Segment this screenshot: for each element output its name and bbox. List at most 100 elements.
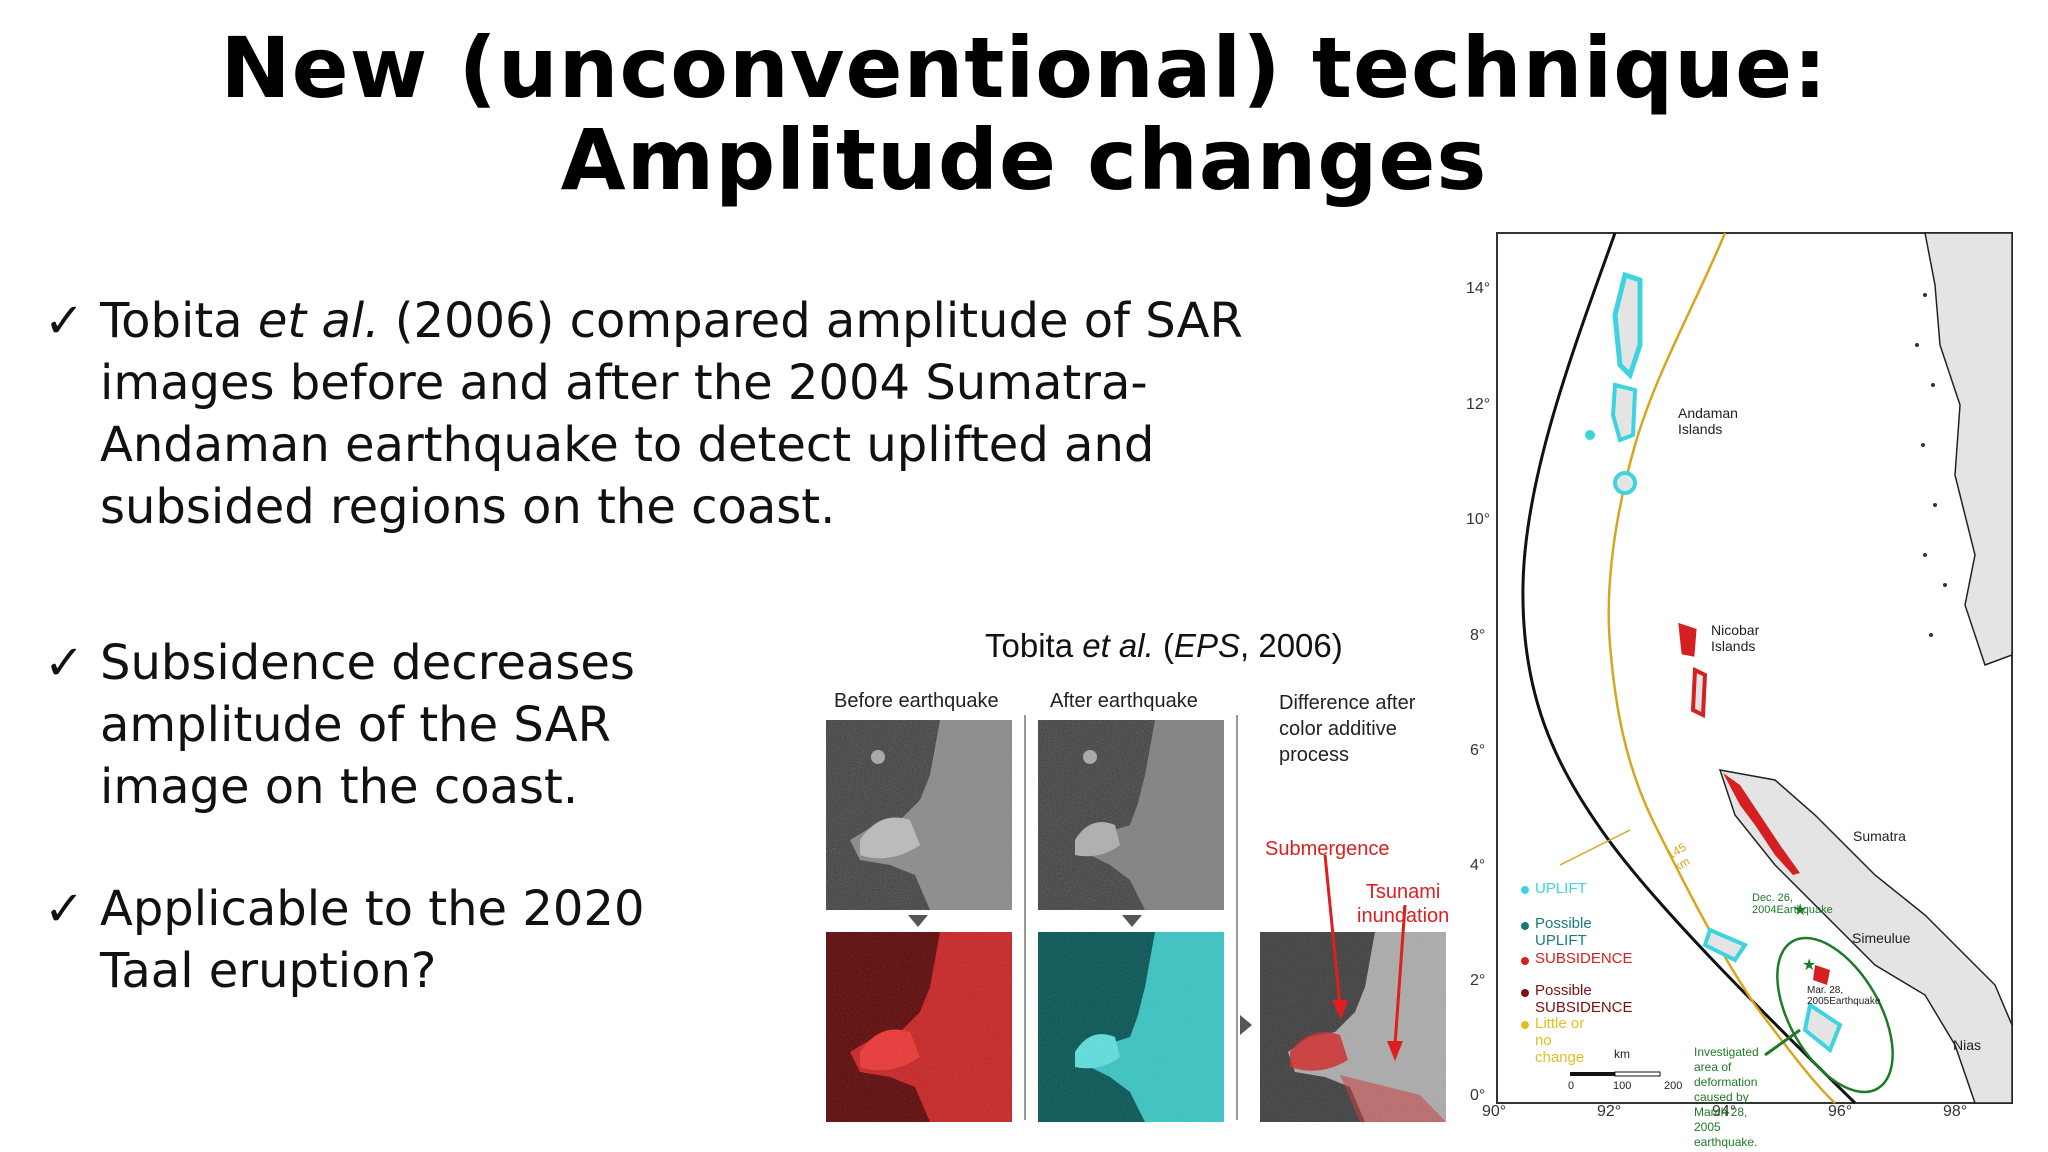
eq-2005-label: Mar. 28, 2005Earthquake <box>1807 985 1881 1007</box>
banyak-islands <box>1813 965 1830 985</box>
scale-tick: 0 <box>1568 1080 1575 1092</box>
label-line: process <box>1279 744 1350 766</box>
checkmark-icon: ✓ <box>44 881 85 937</box>
legend-uplift: UPLIFT <box>1535 880 1587 897</box>
slide-title: New (unconventional) technique: Amplitud… <box>0 22 2048 206</box>
lon-label: 92° <box>1597 1103 1622 1120</box>
eq-2004-label: Dec. 26, 2004Earthquake <box>1752 892 1833 916</box>
star-icon: ★ <box>1793 900 1807 919</box>
andaman-islands <box>1585 271 1643 495</box>
nias-island <box>1802 1001 1843 1054</box>
text-span: (2006) compared amplitude of SAR <box>379 293 1243 349</box>
bullet-subsidence: ✓ Subsidence decreases amplitude of the … <box>44 632 744 822</box>
label-line: Tsunami <box>1365 881 1441 903</box>
bullet-line: image on the coast. <box>100 759 579 815</box>
lat-label: 4° <box>1470 857 1486 874</box>
bullet-line: Subsidence decreases <box>100 635 635 691</box>
investigated-ellipse <box>1776 936 1894 1094</box>
text-span: , 2006) <box>1240 627 1343 664</box>
mainland-shape <box>1924 232 2013 666</box>
lon-label: 96° <box>1828 1103 1853 1120</box>
bullet-text: Applicable to the 2020 Taal eruption? <box>100 878 644 1002</box>
arrow-head-icon <box>1387 1041 1403 1061</box>
tsunami-label: Tsunami inundation <box>1357 880 1449 928</box>
bullet-line: Taal eruption? <box>100 943 437 999</box>
label-line: inundation <box>1357 905 1450 927</box>
nicobar-islands <box>1678 622 1708 719</box>
front-line <box>1607 232 1836 1104</box>
lat-label: 2° <box>1470 972 1486 989</box>
legend-no-change: Little or no change <box>1535 1015 1585 1066</box>
bullet-line: Applicable to the 2020 <box>100 881 645 937</box>
title-line-2: Amplitude changes <box>560 111 1488 209</box>
bullet-line: Tobita et al. (2006) compared amplitude … <box>100 290 1243 352</box>
sar-before-red <box>826 932 1012 1122</box>
legend-subsidence: SUBSIDENCE <box>1535 950 1633 967</box>
lat-label: 8° <box>1470 627 1486 644</box>
place-label: Andaman Islands <box>1678 405 1738 437</box>
lon-label: 90° <box>1482 1103 1507 1120</box>
note-line: deformation caused by <box>1694 1075 1758 1104</box>
bullet-text: Tobita et al. (2006) compared amplitude … <box>100 290 1243 538</box>
arrow-down-icon <box>908 915 928 927</box>
italic-text: EPS <box>1173 627 1240 664</box>
scale-tick: 100 <box>1613 1080 1632 1092</box>
star-icon: ★ <box>1802 955 1816 974</box>
submergence-label: Submergence <box>1265 838 1390 860</box>
bullet-line: Andaman earthquake to detect uplifted an… <box>100 417 1155 473</box>
lon-label: 98° <box>1943 1103 1968 1120</box>
label-line: Difference after <box>1279 692 1416 714</box>
sar-figure <box>826 715 1446 1122</box>
simeulue-island <box>1702 927 1748 963</box>
place-label: Nicobar Islands <box>1711 622 1760 654</box>
label-after: After earthquake <box>1050 690 1198 712</box>
subsidence-coast <box>1723 773 1800 875</box>
sar-after-gray <box>1038 720 1224 910</box>
lat-label: 10° <box>1466 511 1491 528</box>
note-line: Investigated area of <box>1694 1045 1759 1074</box>
arrow-right-icon <box>1240 1015 1252 1035</box>
place-label: Simeulue <box>1852 930 1911 946</box>
legend-possible-uplift: Possible UPLIFT <box>1535 915 1592 949</box>
label-before: Before earthquake <box>834 690 999 712</box>
text-span: Tobita <box>985 627 1083 664</box>
checkmark-icon: ✓ <box>44 635 85 691</box>
lat-label: 12° <box>1466 396 1491 413</box>
italic-text: et al. <box>257 293 380 349</box>
checkmark-icon: ✓ <box>44 293 85 349</box>
lat-label: 6° <box>1470 742 1486 759</box>
sar-before-gray <box>826 720 1012 910</box>
sar-after-cyan <box>1038 932 1224 1122</box>
sumatra-shape <box>1718 769 2013 1104</box>
submergence-arrow <box>1323 854 1342 1006</box>
label-difference: Difference after color additive process <box>1279 690 1415 768</box>
arrow-head-icon <box>1332 1000 1348 1020</box>
legend-dots <box>1521 886 1529 1029</box>
bullet-tobita: ✓ Tobita et al. (2006) compared amplitud… <box>44 290 1374 550</box>
scale-unit: km <box>1614 1047 1630 1061</box>
bullet-taal: ✓ Applicable to the 2020 Taal eruption? <box>44 878 744 1008</box>
bullet-line: amplitude of the SAR <box>100 697 611 753</box>
text-span: Tobita <box>100 293 258 349</box>
label-line: color additive <box>1279 718 1397 740</box>
text-span: ( <box>1153 627 1174 664</box>
trench-line <box>1521 232 1857 1105</box>
bullet-line: images before and after the 2004 Sumatra… <box>100 355 1148 411</box>
title-line-1: New (unconventional) technique: <box>220 19 1828 117</box>
tsunami-arrow <box>1393 904 1407 1046</box>
lat-label: 14° <box>1466 280 1491 297</box>
figure-citation: Tobita et al. (EPS, 2006) <box>985 627 1343 665</box>
mergui-islands <box>1915 293 1947 637</box>
distance-line <box>1559 829 1631 866</box>
lat-label: 0° <box>1470 1087 1486 1104</box>
italic-text: et al. <box>1082 627 1154 664</box>
bullet-text: Subsidence decreases amplitude of the SA… <box>100 632 635 818</box>
investigated-arrow <box>1764 1028 1801 1057</box>
scale-tick: 200 <box>1664 1080 1683 1092</box>
arrow-down-icon <box>1122 915 1142 927</box>
deformation-map: ★ ★ <box>1496 232 2013 1105</box>
note-line: March 28, 2005 earthquake. <box>1694 1105 1758 1149</box>
lon-label: 94° <box>1712 1103 1737 1120</box>
legend-possible-subsidence: Possible SUBSIDENCE <box>1535 982 1633 1016</box>
place-label: Nias <box>1953 1037 1982 1053</box>
